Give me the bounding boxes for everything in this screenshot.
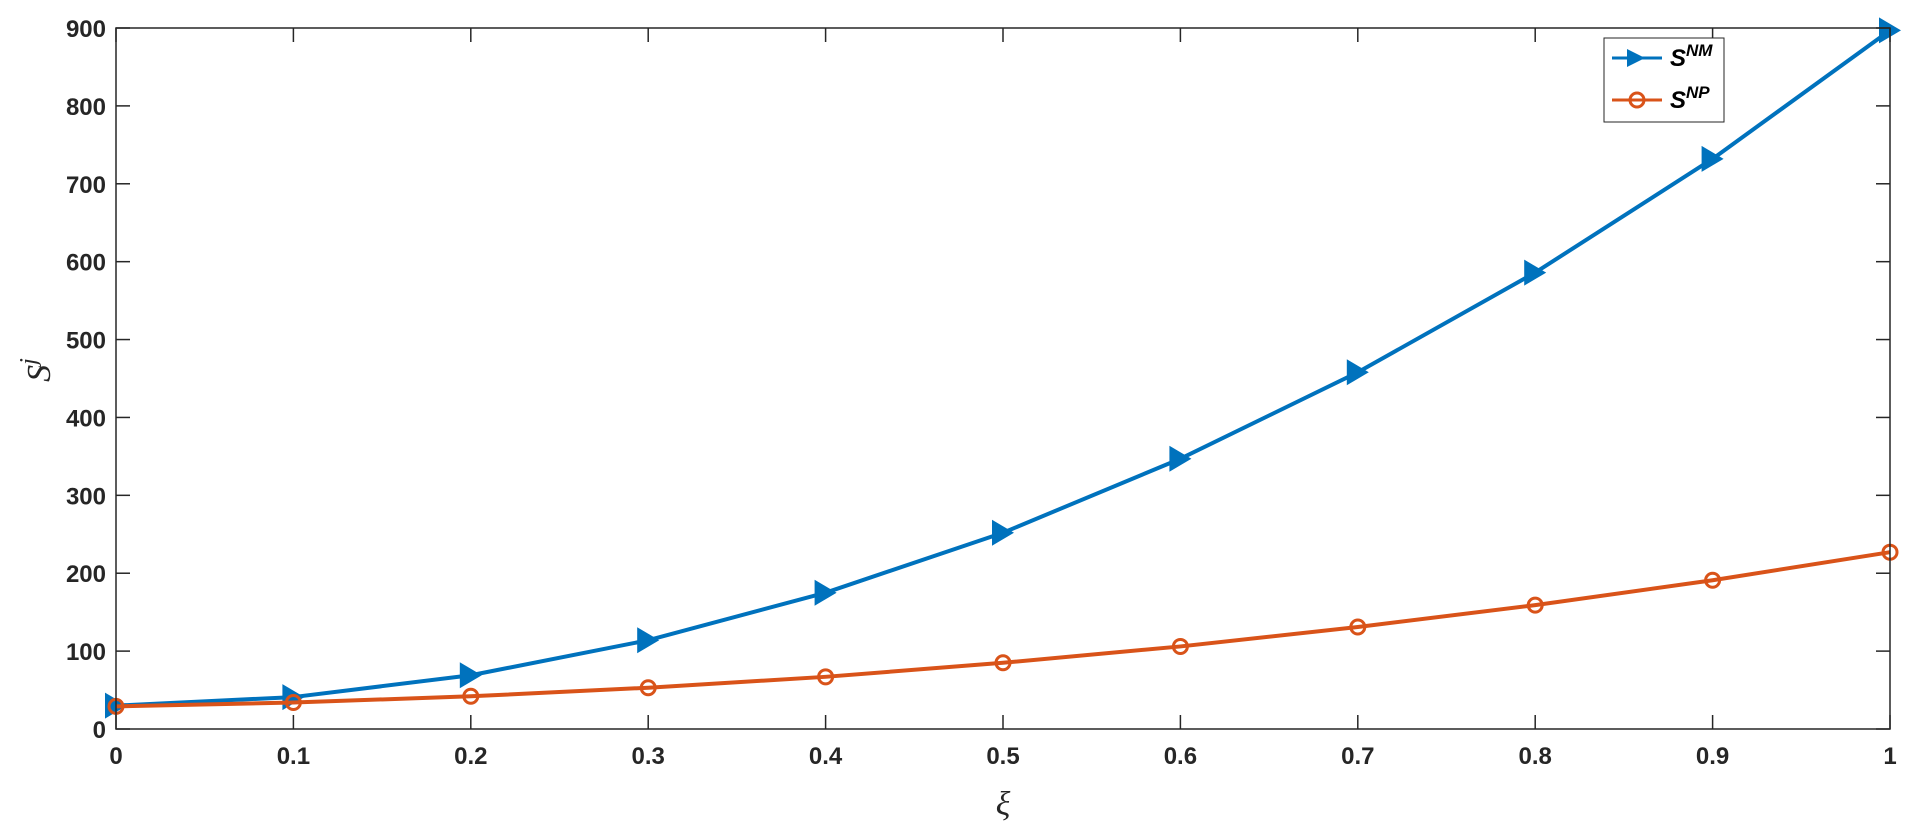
x-tick-label: 0: [109, 743, 122, 770]
data-point-s-np: [1349, 618, 1367, 636]
x-axis-label: ξ: [996, 786, 1011, 823]
data-point-s-np: [817, 668, 835, 686]
y-axis-label: Sj: [16, 358, 58, 382]
series-line-s-np: [115, 550, 1891, 709]
data-point-s-nm: [1524, 259, 1547, 286]
data-point-s-nm: [814, 579, 837, 606]
y-tick-label: 0: [93, 717, 106, 744]
data-point-s-np: [994, 654, 1012, 672]
legend-box: [1603, 37, 1725, 123]
data-point-s-nm: [1169, 445, 1192, 472]
y-tick-label: 300: [66, 483, 106, 510]
data-point-s-nm: [637, 627, 660, 654]
x-tick-label: 0.5: [986, 743, 1019, 770]
data-point-s-np: [462, 687, 480, 705]
legend-marker-snm: [1627, 49, 1645, 67]
legend-label-snp-base: S: [1670, 87, 1686, 114]
y-tick-label: 900: [66, 16, 106, 43]
x-tick-label: 0.2: [454, 743, 487, 770]
legend: SNM SNP: [1603, 37, 1725, 123]
y-tick-label: 200: [66, 561, 106, 588]
data-point-s-nm: [459, 662, 482, 689]
x-tick-label: 0.9: [1696, 743, 1729, 770]
x-tick-label: 0.3: [632, 743, 665, 770]
data-point-s-nm: [1346, 359, 1369, 386]
y-tick-label: 100: [66, 639, 106, 666]
y-axis-label-base: S: [21, 365, 58, 382]
y-tick-label: 400: [66, 405, 106, 432]
x-tick-label: 0.1: [277, 743, 310, 770]
x-tick-label: 0.8: [1519, 743, 1552, 770]
x-tick-label: 0.4: [809, 743, 843, 770]
y-tick-label: 500: [66, 328, 106, 355]
x-tick-label: 0.6: [1164, 743, 1197, 770]
legend-marker-snp: [1628, 91, 1646, 109]
data-point-s-np: [639, 679, 657, 697]
y-tick-label: 800: [66, 94, 106, 121]
y-tick-label: 600: [66, 250, 106, 277]
series-layer: [105, 17, 1901, 719]
x-tick-label: 1: [1883, 743, 1896, 770]
x-tick-label: 0.7: [1341, 743, 1374, 770]
axes-layer: 0 0.1 0.2 0.3 0.4 0.5 0.6 0.7 0.8 0.9 1 0 100 200 300 4…: [66, 16, 1897, 770]
legend-label-snm-sup: NM: [1686, 41, 1713, 60]
legend-label-snp: SNP: [1670, 83, 1710, 114]
y-axis-label-sup: j: [16, 358, 42, 368]
data-point-s-nm: [1701, 145, 1724, 172]
data-point-s-np: [1526, 596, 1544, 614]
y-tick-label: 700: [66, 172, 106, 199]
legend-label-snm: SNM: [1670, 41, 1713, 72]
data-point-s-np: [1704, 571, 1722, 589]
legend-label-snp-sup: NP: [1686, 83, 1710, 102]
data-point-s-nm: [992, 519, 1014, 546]
legend-label-snm-base: S: [1670, 45, 1686, 72]
data-point-s-np: [1171, 637, 1189, 655]
data-point-s-np: [284, 694, 302, 712]
